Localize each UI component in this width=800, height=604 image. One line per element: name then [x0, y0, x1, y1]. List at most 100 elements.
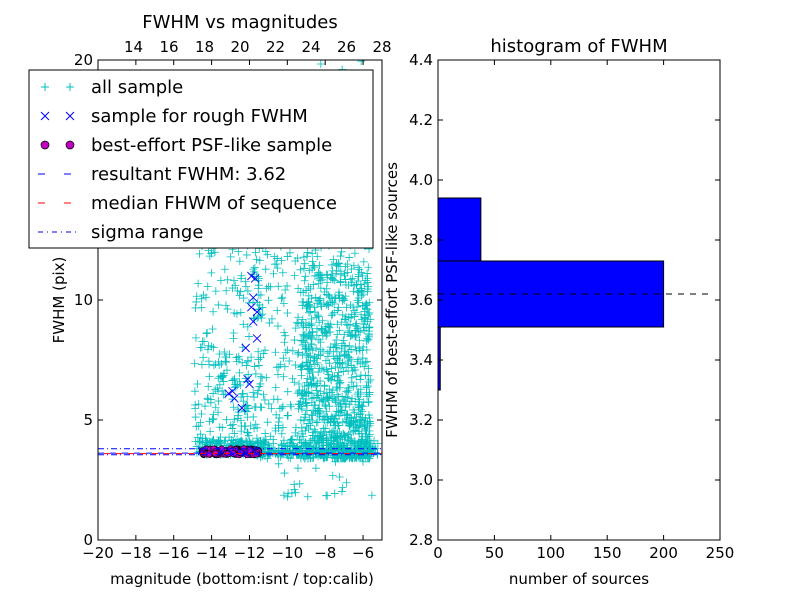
- all-sample-point: [364, 432, 373, 441]
- all-sample-point: [331, 395, 340, 404]
- all-sample-point: [274, 418, 283, 427]
- all-sample-point: [315, 318, 324, 327]
- all-sample-point: [323, 278, 332, 287]
- all-sample-point: [347, 264, 356, 273]
- all-sample-point: [348, 454, 357, 463]
- all-sample-point: [285, 248, 294, 257]
- all-sample-point: [364, 398, 373, 407]
- all-sample-point: [236, 287, 245, 296]
- hist-y-tick-label: 4.0: [409, 171, 433, 189]
- all-sample-point: [332, 432, 341, 441]
- all-sample-point: [254, 284, 263, 293]
- all-sample-point: [207, 249, 216, 258]
- all-sample-point: [326, 297, 335, 306]
- all-sample-point: [360, 362, 369, 371]
- all-sample-point: [348, 274, 357, 283]
- all-sample-point: [363, 357, 372, 366]
- all-sample-point: [304, 419, 313, 428]
- all-sample-point: [339, 367, 348, 376]
- all-sample-point: [251, 248, 260, 257]
- all-sample-point: [335, 473, 344, 482]
- all-sample-point: [337, 247, 346, 256]
- all-sample-point: [323, 319, 332, 328]
- all-sample-point: [235, 377, 244, 386]
- all-sample-point: [223, 305, 232, 314]
- all-sample-point: [355, 418, 364, 427]
- all-sample-point: [340, 350, 349, 359]
- all-sample-point: [358, 407, 367, 416]
- all-sample-point: [307, 333, 316, 342]
- all-sample-point: [230, 429, 239, 438]
- all-sample-point: [243, 428, 252, 437]
- all-sample-point: [349, 448, 358, 457]
- all-sample-point: [203, 394, 212, 403]
- all-sample-point: [238, 389, 247, 398]
- all-sample-point: [312, 418, 321, 427]
- all-sample-point: [195, 249, 204, 258]
- all-sample-point: [233, 286, 242, 295]
- all-sample-point: [327, 428, 336, 437]
- scatter-plot: −20 −18 −16 −14 −12 −10 −8 −6 14 16 18 20 22 24 26 28 0 5…: [28, 12, 392, 588]
- all-sample-point: [287, 402, 296, 411]
- all-sample-point: [269, 435, 278, 444]
- all-sample-point: [292, 318, 301, 327]
- rough-sample-point: [237, 403, 247, 413]
- all-sample-point: [220, 265, 229, 274]
- all-sample-point: [349, 287, 358, 296]
- all-sample-point: [366, 419, 375, 428]
- all-sample-point: [308, 257, 317, 266]
- all-sample-point: [357, 287, 366, 296]
- all-sample-point: [327, 364, 336, 373]
- hist-x-tick-label: 250: [706, 544, 735, 562]
- all-sample-point: [317, 395, 326, 404]
- all-sample-point: [203, 438, 212, 447]
- all-sample-point: [327, 388, 336, 397]
- all-sample-point: [323, 418, 332, 427]
- all-sample-point: [342, 363, 351, 372]
- all-sample-point: [357, 310, 366, 319]
- all-sample-point: [343, 388, 352, 397]
- x-tick-label: −20: [82, 544, 114, 562]
- all-sample-point: [204, 341, 213, 350]
- all-sample-point: [314, 270, 323, 279]
- all-sample-point: [365, 390, 374, 399]
- all-sample-point: [306, 284, 315, 293]
- all-sample-point: [302, 387, 311, 396]
- legend-entry: sample for rough FWHM: [91, 106, 308, 127]
- all-sample-point: [322, 270, 331, 279]
- all-sample-point: [306, 439, 315, 448]
- histogram-y-axis-label: FWHM of best-effort PSF-like sources: [383, 162, 401, 438]
- all-sample-point: [342, 387, 351, 396]
- all-sample-point: [344, 386, 353, 395]
- all-sample-point: [190, 387, 199, 396]
- all-sample-point: [254, 386, 263, 395]
- all-sample-point: [293, 254, 302, 263]
- hist-y-tick-label: 2.8: [409, 531, 433, 549]
- all-sample-point: [336, 400, 345, 409]
- all-sample-point: [255, 382, 264, 391]
- all-sample-point: [321, 424, 330, 433]
- all-sample-point: [280, 328, 289, 337]
- all-sample-point: [311, 427, 320, 436]
- all-sample-point: [297, 371, 306, 380]
- all-sample-point: [363, 269, 372, 278]
- rough-sample-point: [224, 389, 233, 398]
- all-sample-point: [354, 355, 363, 364]
- all-sample-point: [357, 60, 366, 66]
- all-sample-point: [209, 307, 218, 316]
- all-sample-point: [199, 291, 208, 300]
- all-sample-point: [307, 340, 316, 349]
- all-sample-point: [225, 350, 234, 359]
- all-sample-point: [362, 426, 371, 435]
- all-sample-point: [230, 374, 239, 383]
- all-sample-point: [236, 437, 245, 446]
- x-tick-label: −14: [196, 544, 228, 562]
- all-sample-point: [302, 406, 311, 415]
- all-sample-point: [254, 347, 263, 356]
- all-sample-point: [352, 381, 361, 390]
- all-sample-point: [279, 372, 288, 381]
- all-sample-point: [259, 349, 268, 358]
- all-sample-point: [299, 323, 308, 332]
- all-sample-point: [206, 427, 215, 436]
